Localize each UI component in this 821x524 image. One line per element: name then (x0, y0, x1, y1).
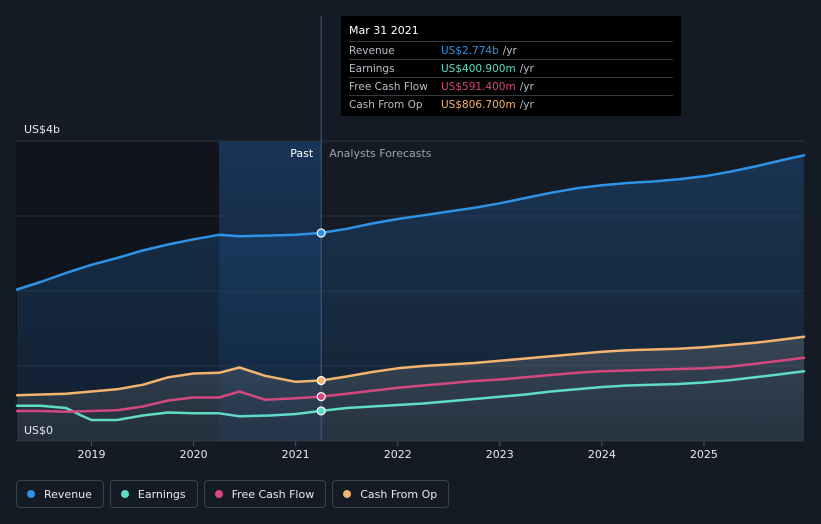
series-line-earnings (15, 370, 806, 422)
past-label: Past (290, 147, 314, 160)
legend-label: Earnings (137, 487, 186, 501)
legend-item-cash-from-op[interactable]: Cash From Op (332, 480, 450, 508)
legend-dot-icon (343, 490, 352, 498)
tooltip-unit: /yr (519, 80, 534, 93)
tooltip-row-revenue: Revenue US$2.774b /yr (349, 41, 673, 59)
legend-item-free-cash-flow[interactable]: Free Cash Flow (203, 480, 327, 508)
legend: Revenue Earnings Free Cash Flow Cash Fro… (16, 480, 450, 508)
y-tick-label: US$4b (24, 123, 60, 136)
tooltip-unit: /yr (502, 44, 517, 57)
tooltip-label: Revenue (349, 44, 395, 57)
x-tick-label: 2024 (588, 448, 616, 461)
series-line-free-cash-flow (15, 356, 806, 414)
tooltip-unit: /yr (519, 98, 534, 111)
marker-cash-from-op (316, 375, 326, 386)
x-tick-label: 2020 (180, 448, 208, 461)
forecast-label: Analysts Forecasts (329, 147, 432, 160)
legend-dot-icon (214, 490, 223, 498)
tooltip-label: Free Cash Flow (349, 80, 428, 93)
marker-earnings (316, 406, 326, 416)
tooltip-value: US$806.700m (441, 98, 516, 111)
tooltip-label: Cash From Op (349, 98, 423, 111)
tooltip-label: Earnings (349, 62, 395, 75)
legend-label: Cash From Op (360, 487, 438, 501)
legend-label: Free Cash Flow (231, 487, 315, 501)
legend-item-earnings[interactable]: Earnings (109, 480, 198, 508)
series-line-cash-from-op (15, 335, 806, 397)
series-line-revenue (15, 154, 806, 291)
x-tick-label: 2019 (78, 448, 106, 461)
tooltip-value: US$400.900m (441, 62, 516, 75)
tooltip-value: US$591.400m (441, 80, 516, 93)
tooltip-row-free-cash-flow: Free Cash Flow US$591.400m /yr (349, 77, 673, 95)
legend-label: Revenue (44, 487, 92, 501)
x-tick-label: 2025 (690, 448, 718, 461)
x-tick-label: 2022 (384, 448, 412, 461)
x-tick-label: 2021 (282, 448, 310, 461)
legend-item-revenue[interactable]: Revenue (16, 480, 104, 508)
tooltip-date: Mar 31 2021 (349, 24, 419, 37)
marker-revenue (316, 228, 326, 238)
tooltip-row-earnings: Earnings US$400.900m /yr (349, 59, 673, 77)
chart: US$4b US$0 2019 2020 2021 2022 2023 2024 2025 Pas… (15, 16, 806, 461)
tooltip-unit: /yr (519, 62, 534, 75)
legend-dot-icon (27, 490, 35, 498)
tooltip-row-cash-from-op: Cash From Op US$806.700m /yr (349, 95, 673, 113)
tooltip-value: US$2.774b (441, 44, 499, 57)
x-tick-label: 2023 (486, 448, 514, 461)
cash-from-op-area (17, 336, 804, 441)
legend-dot-icon (120, 490, 129, 498)
marker-free-cash-flow (316, 392, 326, 402)
y-tick-label: US$0 (24, 424, 53, 437)
tooltip: Mar 31 2021 Revenue US$2.774b /yr Earnin… (341, 16, 681, 116)
